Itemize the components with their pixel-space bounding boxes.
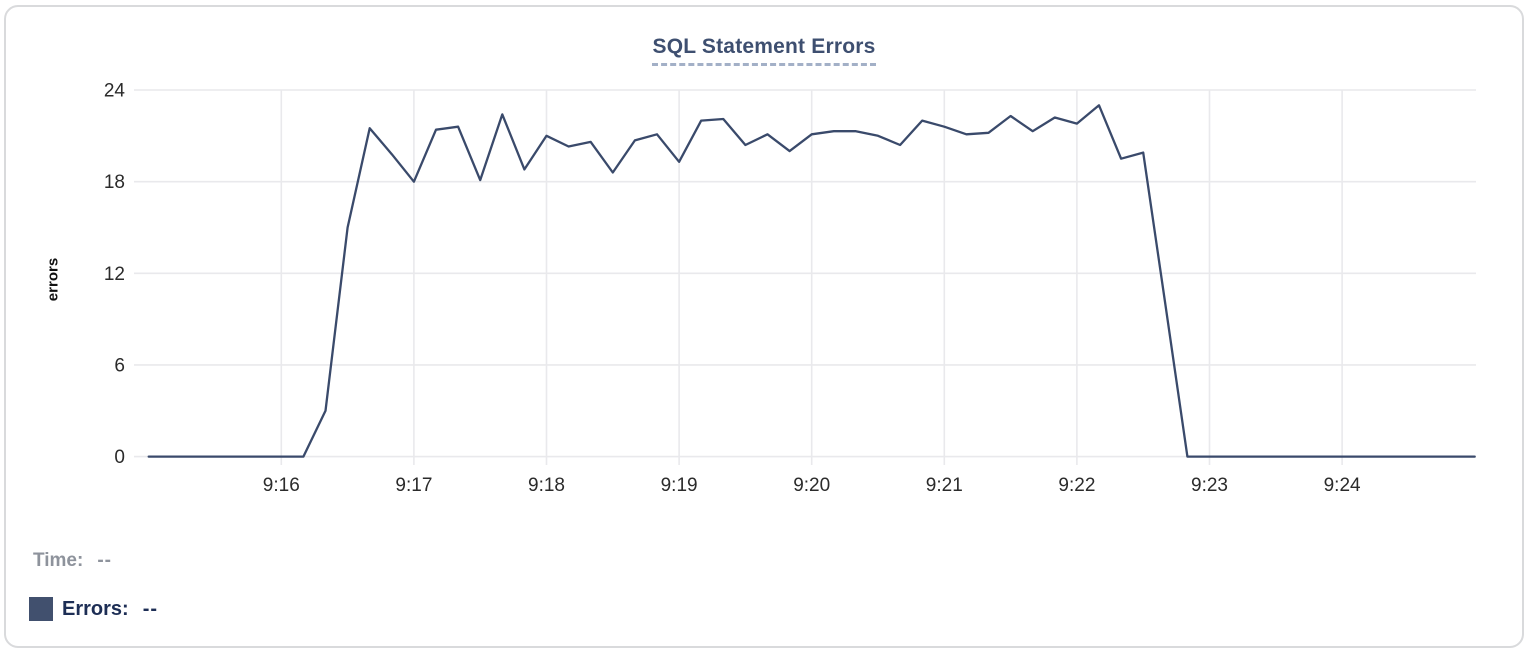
y-axis-label: errors [44, 257, 62, 302]
x-tick-label: 9:23 [1191, 475, 1228, 496]
errors-line-chart[interactable]: 0 6 12 18 24 9:16 9:17 9:18 9:19 9:20 9:21 9:22 9:23… [6, 7, 1528, 517]
x-tick-label: 9:16 [263, 475, 300, 496]
x-tick-label: 9:19 [661, 475, 698, 496]
x-tick-label: 9:20 [793, 475, 830, 496]
time-value: -- [97, 550, 112, 571]
y-tick-label: 12 [104, 264, 125, 285]
x-tick-label: 9:21 [926, 475, 963, 496]
x-tick-label: 9:24 [1324, 475, 1361, 496]
time-label: Time: [33, 550, 84, 571]
x-tick-label: 9:22 [1058, 475, 1095, 496]
chart-header: SQL Statement Errors [6, 35, 1522, 66]
x-tick-label: 9:17 [395, 475, 432, 496]
y-tick-label: 18 [104, 172, 125, 193]
chart-card: SQL Statement Errors 0 6 12 18 24 9:16 9:17 9:1… [4, 5, 1524, 648]
errors-series-line [147, 104, 1476, 458]
y-tick-label: 6 [114, 355, 125, 376]
errors-value: -- [142, 597, 159, 620]
tooltip-errors-row: Errors: -- [29, 597, 158, 621]
y-tick-label: 0 [114, 447, 125, 468]
y-tick-label: 24 [104, 81, 126, 102]
x-tick-label: 9:18 [528, 475, 565, 496]
errors-label: Errors: [62, 597, 129, 620]
errors-series-swatch-icon [29, 597, 53, 621]
tooltip-time-row: Time: -- [33, 550, 112, 572]
chart-title[interactable]: SQL Statement Errors [652, 35, 876, 66]
